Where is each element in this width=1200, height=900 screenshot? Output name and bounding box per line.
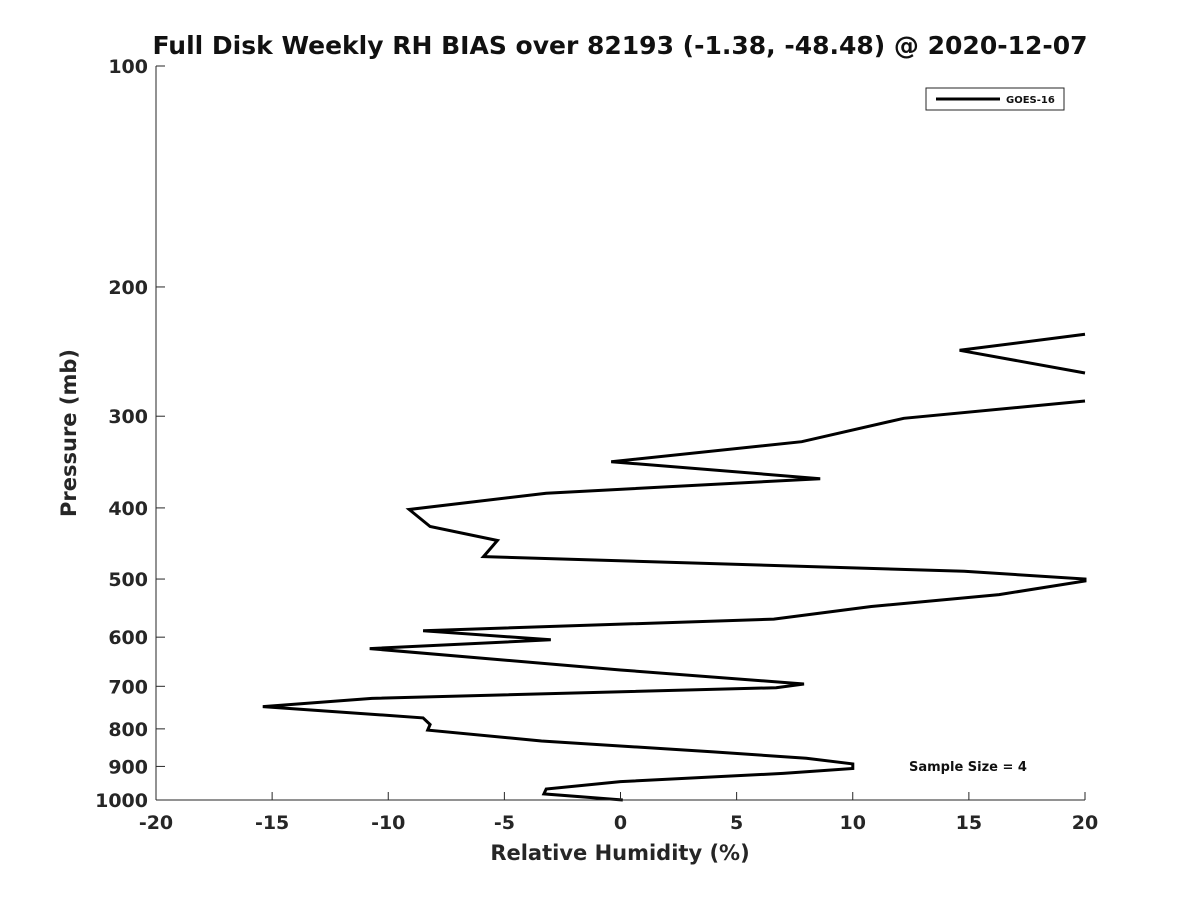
x-axis-label: Relative Humidity (%)	[490, 841, 749, 865]
sample-size-annotation: Sample Size = 4	[909, 760, 1027, 775]
series-line-goes-16	[959, 332, 1086, 375]
y-tick-label: 100	[108, 56, 148, 78]
y-tick-label: 400	[108, 498, 148, 520]
x-tick-label: -15	[255, 812, 289, 834]
y-tick-label: 1000	[95, 790, 148, 812]
y-tick-label: 500	[108, 569, 148, 591]
x-tick-label: -5	[494, 812, 515, 834]
x-tick-label: -10	[371, 812, 405, 834]
chart-title: Full Disk Weekly RH BIAS over 82193 (-1.…	[152, 31, 1087, 60]
x-tick-label: 20	[1072, 812, 1098, 834]
y-axis-label: Pressure (mb)	[57, 349, 81, 517]
x-tick-label: 15	[956, 812, 982, 834]
y-axis-ticks: 100 200 300 400 500 600 700 800 900 1000	[95, 56, 165, 812]
x-tick-label: 10	[840, 812, 866, 834]
series-line-goes-16	[262, 399, 1087, 802]
y-tick-label: 800	[108, 719, 148, 741]
x-tick-label: 5	[730, 812, 743, 834]
x-tick-label: -20	[139, 812, 173, 834]
y-tick-label: 600	[108, 627, 148, 649]
y-tick-label: 200	[108, 277, 148, 299]
y-tick-label: 700	[108, 676, 148, 698]
legend: GOES-16	[925, 87, 1065, 111]
y-tick-label: 900	[108, 756, 148, 778]
legend-label-goes-16: GOES-16	[1006, 95, 1055, 106]
plot-area	[262, 332, 1087, 802]
x-axis-ticks: -20 -15 -10 -5 0 5 10 15 20	[139, 792, 1098, 834]
y-tick-label: 300	[108, 406, 148, 428]
x-tick-label: 0	[614, 812, 627, 834]
